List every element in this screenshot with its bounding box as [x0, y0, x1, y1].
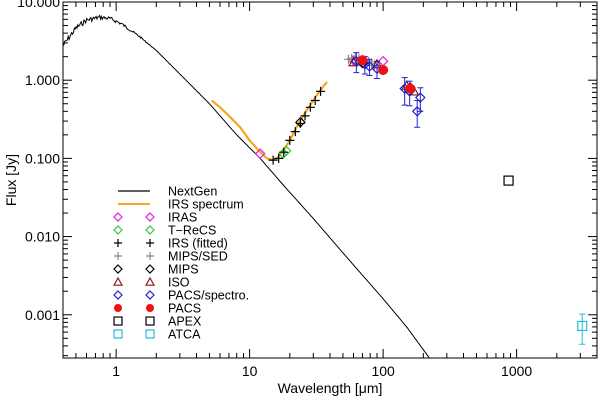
x-tick-label: 100: [371, 363, 395, 379]
irs_fitted-point: [290, 127, 300, 137]
legend-marker: [113, 316, 123, 326]
x-tick-label: 10: [242, 363, 258, 379]
legend-item-irs_fitted: IRS (fitted): [114, 237, 228, 251]
legend-label: IRS (fitted): [168, 237, 228, 251]
iso-point: [347, 56, 360, 67]
irs_fitted-point: [268, 155, 278, 165]
legend-label: T−ReCS: [168, 224, 216, 238]
legend-label: ISO: [168, 276, 190, 290]
pacs-point: [405, 83, 416, 94]
legend-label: APEX: [168, 315, 202, 329]
series-irs_fitted: [268, 86, 326, 165]
legend-marker: [145, 290, 155, 300]
pacs_spectro-point: [414, 92, 426, 103]
legend-item-iras: IRAS: [113, 211, 197, 225]
irs_fitted-point: [285, 135, 295, 145]
nextgen-model-line: [62, 14, 430, 359]
tick-labels: 1 10 100 1000 0.001 0.010 0.100 1.000 10.000: [17, 0, 532, 379]
legend-item-pacs: PACS: [114, 302, 201, 316]
legend-item-mips: MIPS: [113, 263, 199, 277]
legend-label: MIPS/SED: [168, 250, 228, 264]
x-axis-title: Wavelength [μm]: [278, 380, 383, 396]
series-atca: [577, 313, 588, 345]
apex-point: [503, 175, 514, 186]
x-tick-label: 1000: [501, 363, 532, 379]
irs-spectrum-layer: [211, 81, 328, 162]
legend-label: MIPS: [168, 263, 199, 277]
series-iras: [254, 54, 389, 159]
plot-frame: [62, 1, 598, 359]
y-tick-label: 0.010: [25, 229, 60, 245]
irs_fitted-point: [279, 147, 289, 157]
irs_fitted-point: [300, 111, 310, 121]
legend-item-atca: ATCA: [113, 328, 201, 342]
legend-item-iso: ISO: [112, 276, 190, 290]
y-axis-title: Flux [Jy]: [3, 154, 19, 206]
legend-marker: [113, 290, 123, 300]
y-tick-label: 10.000: [17, 0, 60, 10]
legend-marker: [114, 239, 122, 247]
legend-label: IRAS: [168, 211, 197, 225]
legend-marker: [113, 329, 123, 339]
atca-point: [577, 320, 588, 332]
legend-marker: [145, 329, 155, 339]
legend-label: PACS: [168, 302, 201, 316]
legend-marker: [145, 212, 155, 222]
irs_fitted-point: [305, 102, 315, 112]
y-tick-label: 0.001: [25, 307, 60, 323]
legend-marker: [145, 264, 155, 274]
irs_fitted-point: [274, 153, 284, 163]
legend-label: PACS/spectro.: [168, 289, 249, 303]
axis-ticks: [62, 1, 598, 358]
series-apex: [503, 175, 514, 186]
irs_fitted-point: [316, 86, 326, 96]
x-tick-label: 1: [112, 363, 120, 379]
legend-marker: [145, 316, 155, 326]
y-tick-label: 0.100: [25, 150, 60, 166]
legend-marker: [113, 264, 123, 274]
pacs-point: [378, 65, 389, 76]
pacs_spectro-point: [364, 61, 375, 72]
legend-marker: [145, 225, 155, 235]
legend-item-pacs_spectro: PACS/spectro.: [113, 289, 249, 303]
irs-spectrum-line: [211, 81, 328, 162]
mips-point: [295, 116, 306, 128]
legend-marker: [114, 304, 122, 312]
legend-item-mips_sed: MIPS/SED: [114, 250, 228, 264]
legend-item-trecs: T−ReCS: [113, 224, 216, 238]
legend-marker: [113, 212, 123, 222]
legend-marker: [146, 304, 154, 312]
legend-marker: [144, 276, 156, 286]
data-points: [254, 52, 588, 345]
legend-marker: [146, 252, 154, 260]
legend-label: ATCA: [168, 328, 201, 342]
legend-item-nextgen: NextGen: [118, 185, 217, 199]
legend-label: IRS spectrum: [168, 198, 244, 212]
series-mips: [295, 57, 416, 128]
pacs-point: [357, 55, 368, 66]
y-tick-label: 1.000: [25, 72, 60, 88]
legend-label: NextGen: [168, 185, 217, 199]
nextgen-model-layer: [62, 14, 430, 359]
irs_fitted-point: [310, 95, 320, 105]
iras-point: [254, 148, 266, 159]
legend-item-apex: APEX: [113, 315, 202, 329]
legend-marker: [114, 252, 122, 260]
legend-marker: [112, 276, 124, 286]
legend-marker: [113, 225, 123, 235]
series-pacs: [357, 55, 416, 94]
legend-item-irs_spectrum: IRS spectrum: [118, 198, 244, 212]
legend-marker: [146, 239, 154, 247]
